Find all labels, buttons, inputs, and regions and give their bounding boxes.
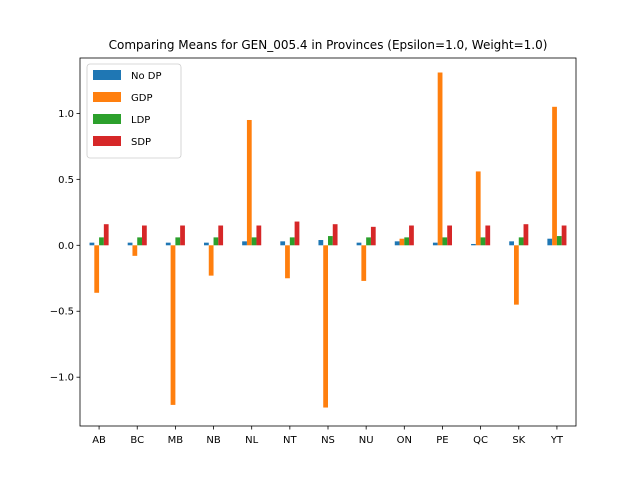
- bar-gdp-nt: [285, 245, 290, 279]
- bar-ldp-ns: [328, 236, 333, 246]
- x-tick-label-sk: SK: [512, 435, 525, 446]
- bar-sdp-nb: [218, 225, 224, 246]
- bar-ldp-bc: [137, 237, 142, 246]
- x-axis: AB BC MB NB NL NT NS NU ON PE QC SK YT: [92, 426, 564, 446]
- x-tick-label-nl: NL: [245, 435, 258, 446]
- x-tick-label-pe: PE: [436, 435, 448, 446]
- bar-gdp-pe: [437, 72, 443, 246]
- x-tick-label-mb: MB: [168, 435, 184, 446]
- bar-sdp-sk: [523, 224, 529, 246]
- bar-sdp-mb: [180, 225, 185, 246]
- bar-gdp-nb: [208, 245, 214, 276]
- bar-gdp-yt: [552, 106, 557, 246]
- bar-no-dp-on: [394, 241, 400, 246]
- bar-gdp-ns: [323, 245, 328, 408]
- legend-label-no-dp: No DP: [131, 71, 162, 82]
- legend-box: [86, 63, 182, 159]
- bar-sdp-pe: [447, 225, 452, 246]
- legend-swatch-ldp: [93, 114, 121, 124]
- bar-gdp-nu: [361, 245, 367, 281]
- x-tick-label-yt: YT: [550, 435, 564, 446]
- bar-no-dp-bc: [127, 242, 133, 246]
- bar-sdp-ns: [332, 224, 338, 246]
- x-tick-label-ab: AB: [92, 435, 106, 446]
- legend-label-sdp: SDP: [131, 137, 151, 148]
- bar-sdp-on: [409, 225, 414, 246]
- x-tick-label-nb: NB: [206, 435, 220, 446]
- bar-gdp-ab: [94, 245, 100, 293]
- legend-swatch-no-dp: [93, 70, 121, 80]
- bar-gdp-sk: [514, 245, 519, 305]
- bar-sdp-nt: [294, 221, 300, 246]
- x-tick-label-ns: NS: [321, 435, 335, 446]
- bar-sdp-nl: [256, 225, 262, 246]
- bar-no-dp-nl: [242, 241, 247, 246]
- bars-layer: [89, 72, 567, 408]
- bar-ldp-nl: [251, 237, 257, 246]
- bar-ldp-qc: [480, 237, 486, 246]
- y-tick-label-2: 0.0: [58, 241, 74, 252]
- chart-title: Comparing Means for GEN_005.4 in Provinc…: [109, 38, 548, 52]
- bar-ldp-mb: [175, 237, 181, 246]
- bar-ldp-ab: [99, 237, 104, 246]
- bar-no-dp-qc: [471, 243, 476, 246]
- bar-no-dp-ns: [318, 240, 324, 246]
- bar-ldp-nu: [366, 237, 371, 246]
- bar-no-dp-mb: [165, 242, 171, 246]
- bar-no-dp-nu: [356, 242, 362, 246]
- bar-sdp-ab: [103, 224, 109, 246]
- bar-ldp-sk: [518, 237, 524, 246]
- bar-gdp-bc: [132, 245, 138, 256]
- bar-sdp-qc: [485, 225, 491, 246]
- bar-no-dp-pe: [432, 242, 438, 246]
- bar-gdp-qc: [475, 171, 481, 246]
- bar-no-dp-yt: [547, 238, 553, 246]
- x-tick-label-bc: BC: [130, 435, 144, 446]
- bar-gdp-nl: [246, 119, 252, 246]
- y-tick-label-3: 0.5: [58, 175, 74, 186]
- y-tick-label-1: −0.5: [50, 307, 74, 318]
- legend-swatch-gdp: [93, 92, 121, 102]
- y-tick-label-4: 1.0: [58, 109, 74, 120]
- bar-sdp-bc: [142, 225, 147, 246]
- bar-gdp-on: [399, 238, 405, 246]
- legend: No DP GDP LDP SDP: [86, 63, 182, 159]
- legend-label-gdp: GDP: [131, 93, 152, 104]
- y-axis: −1.0 −0.5 0.0 0.5 1.0: [50, 109, 80, 384]
- bar-no-dp-sk: [509, 241, 514, 246]
- bar-gdp-mb: [170, 245, 176, 405]
- y-tick-label-0: −1.0: [50, 373, 74, 384]
- bar-ldp-nb: [213, 237, 219, 246]
- x-tick-label-nu: NU: [359, 435, 374, 446]
- bar-ldp-pe: [442, 237, 448, 246]
- bar-ldp-yt: [556, 236, 562, 246]
- bar-sdp-nu: [370, 226, 376, 246]
- bar-no-dp-ab: [89, 242, 95, 246]
- x-tick-label-on: ON: [397, 435, 412, 446]
- legend-label-ldp: LDP: [131, 115, 150, 126]
- bar-no-dp-nb: [204, 242, 209, 246]
- bar-sdp-yt: [561, 225, 567, 246]
- x-tick-label-qc: QC: [473, 435, 488, 446]
- bar-ldp-nt: [289, 237, 295, 246]
- x-tick-label-nt: NT: [283, 435, 297, 446]
- bar-ldp-on: [404, 237, 410, 246]
- legend-swatch-sdp: [93, 136, 121, 146]
- bar-no-dp-nt: [280, 241, 286, 246]
